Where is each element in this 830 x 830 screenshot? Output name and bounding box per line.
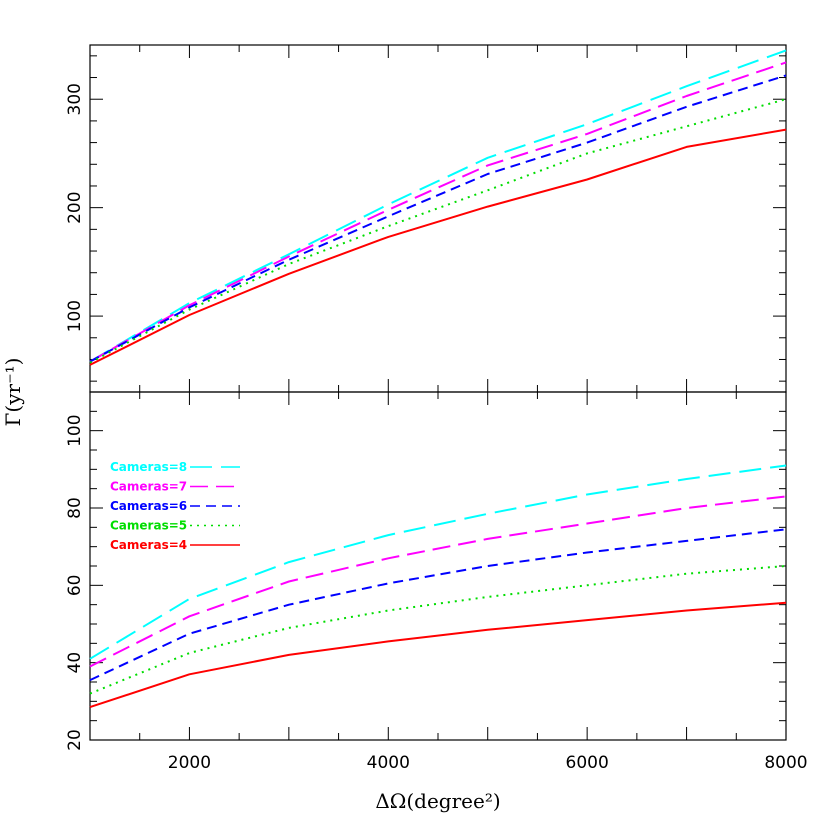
bottom-series-line-cameras-6 [89,528,787,682]
bottom-plot-frame [89,391,787,741]
top-y-tick-label: 300 [65,83,85,115]
legend-label: Cameras=6 [110,499,187,513]
top-series-line-cameras-5 [89,98,787,364]
bottom-series-line-cameras-5 [89,565,787,695]
x-tick-label: 8000 [764,753,807,773]
x-tick-label: 6000 [566,753,609,773]
bottom-y-tick-label: 80 [65,497,85,519]
top-plot-frame [89,44,787,393]
legend-label: Cameras=4 [110,538,187,552]
top-series-line-cameras-6 [89,74,787,363]
legend-label: Cameras=7 [110,480,187,494]
legend: Cameras=8 Cameras=7 Cameras=6 Cameras=5 Came… [110,460,240,552]
x-axis-title: ΔΩ(degree²) [375,789,500,813]
bottom-series-line-cameras-8 [89,464,787,660]
legend-label: Cameras=5 [110,519,187,533]
top-series-line-cameras-7 [89,61,787,363]
top-y-tick-label: 200 [65,191,85,223]
bottom-panel: 20 40 60 80 100 2000 4000 6000 8000 [65,391,808,773]
bottom-y-tick-label: 40 [65,652,85,674]
top-series-line-cameras-8 [89,49,787,363]
bottom-series-line-cameras-4 [89,601,787,709]
legend-label: Cameras=8 [110,460,187,474]
x-tick-label: 4000 [367,753,410,773]
y-axis-title: Γ(yr⁻¹) [1,358,25,427]
top-panel: 100 200 300 [65,44,787,393]
top-y-tick-label: 100 [65,300,85,332]
bottom-y-tick-label: 20 [65,729,85,751]
bottom-y-tick-label: 60 [65,575,85,597]
top-series-line-cameras-4 [89,128,787,366]
bottom-series-line-cameras-7 [89,495,787,668]
bottom-y-tick-label: 100 [65,414,85,446]
x-tick-label: 2000 [168,753,211,773]
